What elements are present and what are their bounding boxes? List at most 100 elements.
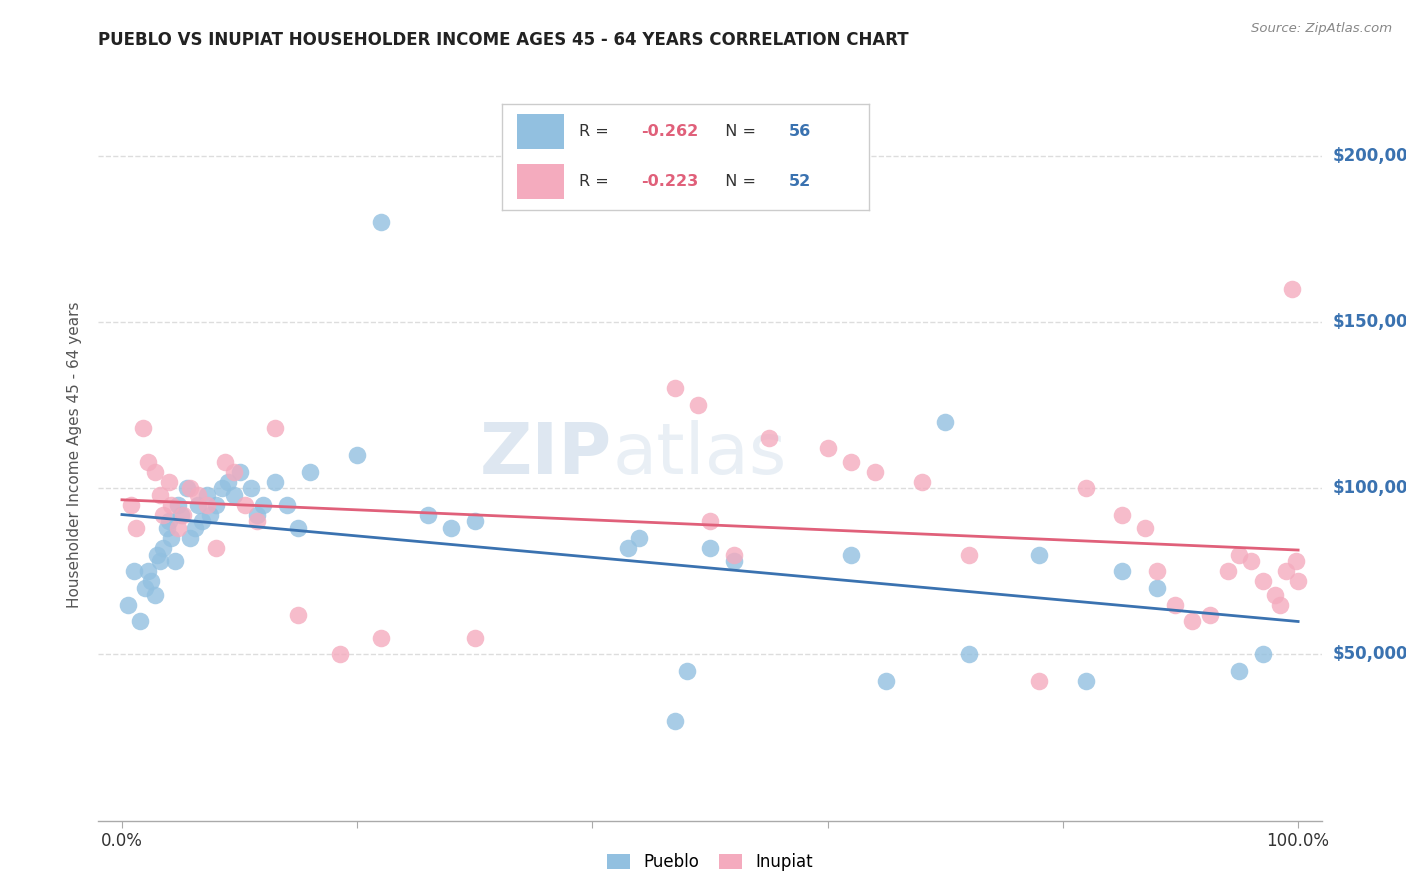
Point [287,521,309,535]
Point [176,481,198,495]
Point [1281,282,1303,296]
Point [957,548,980,562]
Point [1227,548,1250,562]
Point [1227,664,1250,678]
Point [157,475,180,489]
Point [125,521,148,535]
Point [1135,521,1157,535]
Point [416,508,439,522]
Point [664,381,686,395]
Point [628,531,651,545]
Point [149,554,172,568]
Point [198,508,221,522]
Point [1270,598,1292,612]
Text: ZIP: ZIP [479,420,612,490]
Point [252,498,274,512]
Point [346,448,368,462]
Point [911,475,934,489]
Text: PUEBLO VS INUPIAT HOUSEHOLDER INCOME AGES 45 - 64 YEARS CORRELATION CHART: PUEBLO VS INUPIAT HOUSEHOLDER INCOME AGE… [98,31,910,49]
Point [157,515,180,529]
Point [117,598,139,612]
Point [934,415,956,429]
Point [228,465,250,479]
Point [141,574,163,589]
Point [134,581,156,595]
Point [328,648,350,662]
Point [205,498,228,512]
Point [240,481,263,495]
Point [263,421,285,435]
Point [616,541,638,555]
Point [179,481,201,495]
Point [1240,554,1263,568]
Point [160,531,183,545]
Point [152,508,174,522]
Point [179,531,201,545]
Point [688,398,710,412]
Point [163,554,186,568]
Point [167,521,190,535]
Point [191,515,214,529]
Point [136,454,159,468]
Point [235,498,257,512]
Point [758,431,780,445]
Point [246,508,269,522]
Text: $200,000: $200,000 [1333,146,1406,165]
Point [187,498,209,512]
Point [136,564,159,578]
Point [217,475,239,489]
Point [1199,607,1222,622]
Point [187,488,209,502]
Point [205,541,228,555]
Point [723,548,745,562]
Point [1111,508,1133,522]
Point [149,488,172,502]
Point [863,465,886,479]
Text: $50,000: $50,000 [1333,646,1406,664]
Point [440,521,463,535]
Y-axis label: Householder Income Ages 45 - 64 years: Householder Income Ages 45 - 64 years [67,301,83,608]
Point [817,442,839,456]
Text: $150,000: $150,000 [1333,313,1406,331]
Point [675,664,697,678]
Point [664,714,686,728]
Point [170,508,193,522]
Point [160,498,183,512]
Point [167,498,190,512]
Point [263,475,285,489]
Point [1286,574,1309,589]
Point [464,515,486,529]
Point [143,465,166,479]
Point [957,648,980,662]
Point [1251,574,1274,589]
Point [152,541,174,555]
Point [128,614,150,628]
Point [172,508,194,522]
Text: $100,000: $100,000 [1333,479,1406,497]
Point [1251,648,1274,662]
Point [1216,564,1239,578]
Point [1285,554,1308,568]
Point [156,521,179,535]
Point [1146,564,1168,578]
Point [184,521,207,535]
Point [839,548,862,562]
Point [1264,588,1286,602]
Point [1111,564,1133,578]
Point [214,454,236,468]
Point [464,631,486,645]
Point [1076,481,1098,495]
Point [1275,564,1298,578]
Point [195,488,218,502]
Text: Source: ZipAtlas.com: Source: ZipAtlas.com [1251,22,1392,36]
Point [839,454,862,468]
Point [1076,673,1098,688]
Point [1028,548,1050,562]
Point [222,465,245,479]
Point [875,673,897,688]
Point [211,481,233,495]
Point [1181,614,1204,628]
Point [143,588,166,602]
Point [370,631,392,645]
Point [195,498,218,512]
